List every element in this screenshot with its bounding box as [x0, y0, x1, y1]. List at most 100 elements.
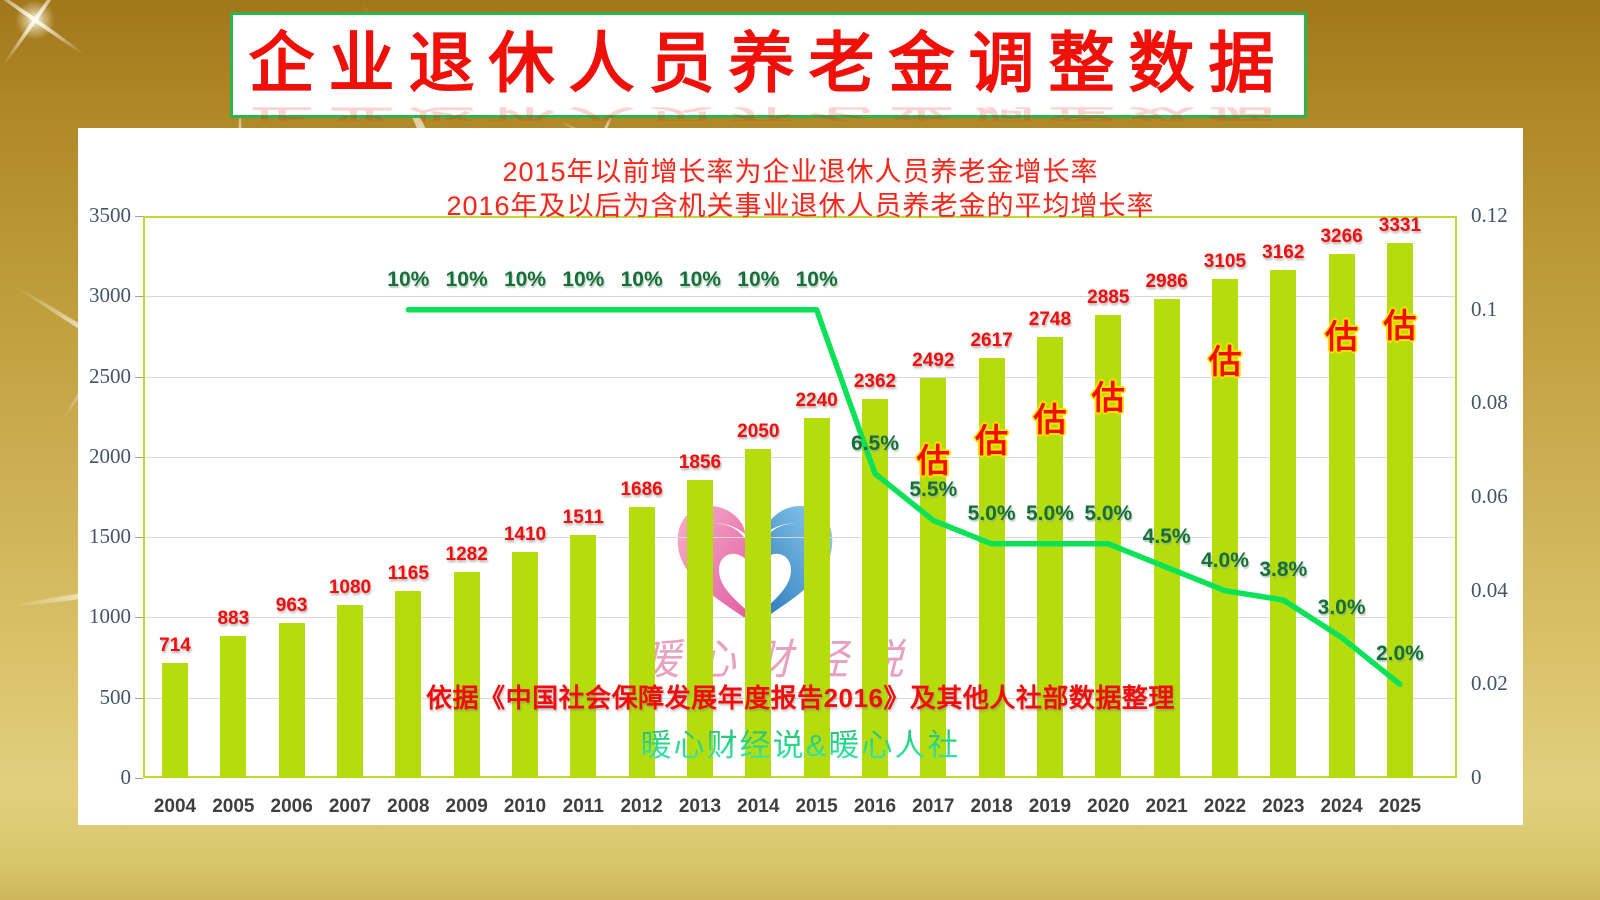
- left-axis-tickmark-1000: [135, 617, 143, 619]
- bar-value-2013: 1856: [678, 451, 722, 473]
- bar-value-2021: 2986: [1145, 270, 1188, 292]
- estimate-flag-2024: 估: [1325, 317, 1359, 355]
- bar-value-2010: 1410: [503, 523, 547, 545]
- page-title-reflection: 企业退休人员养老金调整数据: [233, 107, 1304, 121]
- growth-label-2023: 3.8%: [1259, 558, 1308, 582]
- right-axis-tick-0.06: 0.06: [1471, 484, 1508, 508]
- bar-value-2014: 2050: [737, 420, 780, 442]
- bar-value-2005: 883: [217, 608, 250, 630]
- bar-2008: [395, 590, 422, 778]
- bar-2017: [920, 377, 947, 778]
- x-axis-label-2011: 2011: [562, 796, 604, 817]
- bar-value-2019: 2748: [1028, 308, 1072, 330]
- bar-2014: [745, 448, 772, 778]
- growth-label-2015: 10%: [795, 267, 838, 291]
- estimate-flag-2020: 估: [1091, 378, 1125, 416]
- gridline-500: [143, 697, 1457, 699]
- right-axis-tick-0.12: 0.12: [1471, 203, 1508, 227]
- bar-value-2020: 2885: [1087, 286, 1130, 308]
- left-axis-tickmark-3000: [135, 296, 143, 298]
- growth-label-2016: 6.5%: [851, 431, 899, 455]
- x-axis-label-2019: 2019: [1028, 796, 1072, 817]
- source-note: 依据《中国社会保障发展年度报告2016》及其他人社部数据整理: [426, 683, 1175, 713]
- growth-label-2020: 5.0%: [1084, 501, 1133, 525]
- estimate-flag-2025: 估: [1383, 307, 1417, 345]
- growth-label-2014: 10%: [737, 267, 780, 291]
- left-axis-tickmark-2500: [135, 376, 143, 378]
- bar-2011: [570, 535, 597, 778]
- bar-2013: [686, 479, 713, 778]
- left-axis-tick-1500: 1500: [89, 524, 131, 549]
- page-title: 企业退休人员养老金调整数据: [248, 28, 1289, 101]
- bar-2012: [628, 507, 655, 778]
- chart-panel: 暖心财经说 3500 3000 2500 2000 1500 1000 500 0 0.12 0.…: [78, 128, 1523, 825]
- x-axis-label-2022: 2022: [1203, 796, 1247, 817]
- chart-root: 3500 3000 2500 2000 1500 1000 500 0 0.12 0.1 0.08 0…: [78, 128, 1523, 825]
- x-axis-label-2005: 2005: [212, 796, 255, 817]
- gridline-1500: [143, 537, 1457, 539]
- x-axis-label-2006: 2006: [270, 796, 313, 817]
- left-axis-tick-3500: 3500: [89, 203, 131, 227]
- x-axis-label-2025: 2025: [1378, 796, 1422, 817]
- bar-value-2025: 3331: [1378, 215, 1422, 237]
- gridline-2000: [143, 456, 1457, 458]
- gridline-3000: [143, 296, 1457, 298]
- growth-label-2017: 5.5%: [909, 478, 958, 502]
- plot-frame: [143, 216, 1457, 778]
- title-banner: 企业退休人员养老金调整数据 企业退休人员养老金调整数据: [230, 12, 1307, 121]
- bar-value-2006: 963: [275, 595, 308, 617]
- x-axis-label-2023: 2023: [1262, 796, 1305, 817]
- bar-2007: [336, 604, 363, 778]
- bar-value-2023: 3162: [1262, 242, 1305, 264]
- bar-2016: [861, 398, 888, 778]
- chart-subtitle-line2: 2016年及以后为含机关事业退休人员养老金的平均增长率: [446, 191, 1155, 221]
- bar-2023: [1270, 270, 1297, 778]
- x-axis-label-2008: 2008: [387, 796, 430, 817]
- bar-value-2016: 2362: [853, 370, 897, 392]
- x-axis-label-2009: 2009: [445, 796, 488, 817]
- bar-2010: [511, 551, 538, 778]
- bar-2009: [453, 572, 480, 778]
- bar-value-2009: 1282: [445, 544, 488, 566]
- x-axis-label-2020: 2020: [1087, 796, 1130, 817]
- bar-value-2008: 1165: [387, 562, 429, 584]
- growth-label-2019: 5.0%: [1026, 501, 1074, 525]
- gridline-2500: [143, 376, 1457, 378]
- left-axis-tick-2000: 2000: [89, 443, 131, 468]
- bar-value-2015: 2240: [795, 390, 838, 412]
- estimate-flag-2019: 估: [1033, 400, 1067, 438]
- bar-2021: [1153, 298, 1180, 778]
- estimate-flag-2022: 估: [1208, 343, 1242, 381]
- bar-value-2011: 1511: [562, 507, 604, 529]
- bar-value-2012: 1686: [620, 479, 663, 501]
- growth-label-2022: 4.0%: [1201, 548, 1249, 572]
- x-axis-label-2007: 2007: [328, 796, 372, 817]
- bar-value-2024: 3266: [1320, 225, 1363, 247]
- bar-2019: [1036, 336, 1063, 778]
- x-axis-label-2021: 2021: [1145, 796, 1188, 817]
- x-axis-label-2014: 2014: [737, 796, 780, 817]
- growth-label-2025: 2.0%: [1375, 642, 1424, 666]
- growth-label-2012: 10%: [620, 267, 663, 291]
- bar-value-2017: 2492: [912, 349, 955, 371]
- bar-value-2007: 1080: [328, 576, 372, 598]
- x-axis-label-2016: 2016: [853, 796, 897, 817]
- right-axis-tick-0.08: 0.08: [1471, 390, 1508, 415]
- left-axis-tickmark-500: [135, 697, 143, 699]
- x-axis-label-2024: 2024: [1320, 796, 1363, 817]
- bar-2018: [978, 357, 1005, 778]
- bar-value-2022: 3105: [1203, 251, 1247, 273]
- gridline-1000: [143, 617, 1457, 619]
- growth-label-2018: 5.0%: [967, 501, 1016, 525]
- x-axis-label-2018: 2018: [970, 796, 1013, 817]
- left-axis-tick-0: 0: [120, 765, 132, 789]
- right-axis-tick-0.04: 0.04: [1471, 577, 1508, 602]
- left-axis-tick-3000: 3000: [89, 283, 131, 308]
- estimate-flag-2017: 估: [916, 441, 950, 479]
- growth-label-2024: 3.0%: [1317, 595, 1366, 619]
- left-axis-tick-500: 500: [99, 684, 132, 709]
- left-axis-tickmark-2000: [135, 456, 143, 458]
- x-axis-label-2012: 2012: [620, 796, 663, 817]
- left-axis-tickmark-0: [135, 778, 143, 779]
